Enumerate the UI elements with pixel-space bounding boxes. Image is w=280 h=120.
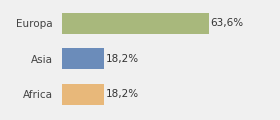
Text: 18,2%: 18,2% [106, 89, 139, 99]
Text: 63,6%: 63,6% [210, 18, 244, 28]
Bar [62, 84, 104, 105]
Text: 18,2%: 18,2% [106, 54, 139, 64]
Bar [62, 12, 209, 34]
Bar [62, 48, 104, 69]
